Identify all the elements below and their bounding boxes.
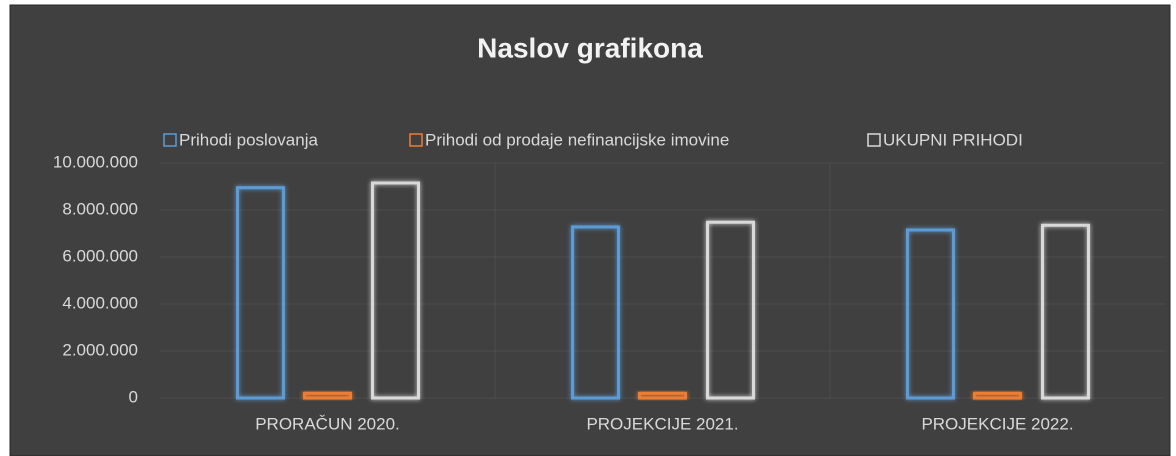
bar [973,391,1022,400]
x-tick-label: PRORAČUN 2020. [255,414,400,433]
y-tick-label: 0 [129,387,138,406]
bar [706,220,755,400]
y-tick-label: 10.000.000 [53,152,138,171]
chart-title: Naslov grafikona [477,32,703,63]
bar [303,391,352,400]
bar [1041,223,1090,400]
y-tick-label: 2.000.000 [62,340,138,359]
legend-swatch [867,133,881,147]
bar [571,225,620,400]
chart-background [9,4,1171,456]
legend-swatch [163,133,177,147]
x-tick-label: PROJEKCIJE 2022. [921,414,1073,433]
legend-label: Prihodi od prodaje nefinancijske imovine [425,130,729,149]
y-tick-label: 6.000.000 [62,246,138,265]
bar [236,186,285,400]
bar [638,391,687,400]
bar [906,228,955,400]
y-tick-label: 8.000.000 [62,199,138,218]
bar [371,181,420,400]
x-tick-label: PROJEKCIJE 2021. [586,414,738,433]
legend-label: Prihodi poslovanja [179,130,318,149]
y-tick-label: 4.000.000 [62,293,138,312]
legend-label: UKUPNI PRIHODI [883,130,1023,149]
legend-swatch [409,133,423,147]
